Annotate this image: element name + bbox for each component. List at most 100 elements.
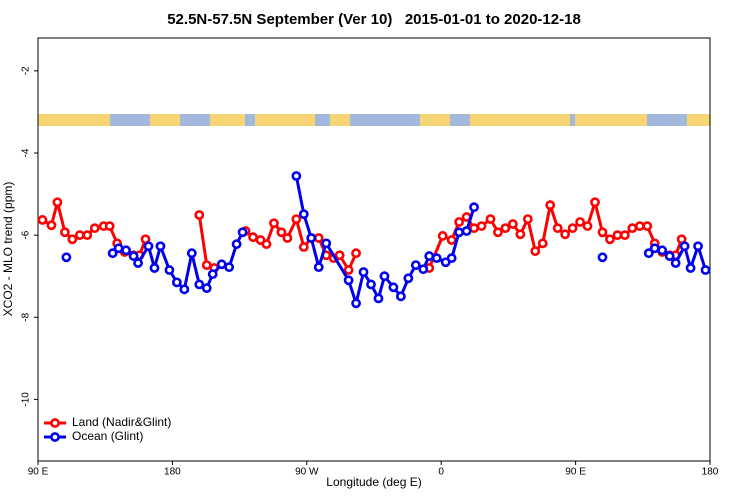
data-point bbox=[298, 242, 309, 252]
data-point bbox=[515, 229, 526, 240]
data-point bbox=[201, 283, 212, 294]
x-tick-label: 180 bbox=[164, 467, 181, 478]
data-point bbox=[133, 258, 143, 268]
data-point bbox=[334, 250, 345, 261]
data-point bbox=[643, 248, 654, 259]
data-point bbox=[424, 251, 435, 261]
data-point bbox=[567, 223, 578, 234]
data-point bbox=[700, 265, 711, 275]
x-tick-label: 90 E bbox=[28, 467, 49, 478]
data-point bbox=[207, 269, 218, 280]
data-point bbox=[121, 245, 132, 256]
data-point bbox=[410, 260, 421, 271]
data-point bbox=[446, 235, 457, 245]
data-point bbox=[89, 223, 100, 234]
legend-marker bbox=[50, 432, 60, 442]
data-point bbox=[149, 263, 160, 273]
x-tick-label: 90 W bbox=[295, 467, 319, 478]
data-point bbox=[545, 200, 556, 211]
data-point bbox=[597, 252, 608, 263]
data-point bbox=[351, 248, 361, 259]
data-point bbox=[107, 248, 118, 259]
y-tick-label: -8 bbox=[21, 312, 32, 321]
data-point bbox=[657, 245, 668, 256]
data-point bbox=[186, 248, 197, 259]
data-point bbox=[590, 197, 600, 208]
data-point bbox=[59, 227, 70, 238]
data-point bbox=[537, 238, 548, 249]
data-point bbox=[248, 232, 258, 243]
data-point bbox=[469, 202, 479, 213]
data-point bbox=[298, 209, 309, 220]
data-point bbox=[67, 234, 78, 245]
data-point bbox=[485, 214, 496, 225]
x-tick-label: 180 bbox=[702, 467, 719, 478]
data-point bbox=[418, 264, 429, 275]
plot-frame bbox=[37, 37, 711, 462]
data-point bbox=[649, 243, 660, 254]
data-point bbox=[343, 265, 354, 275]
data-point bbox=[642, 221, 653, 231]
chart-title: 52.5N-57.5N September (Ver 10) 2015-01-0… bbox=[167, 11, 581, 28]
data-point bbox=[52, 197, 63, 208]
data-point bbox=[37, 215, 48, 225]
data-point bbox=[461, 226, 472, 236]
data-point bbox=[261, 239, 272, 250]
data-point bbox=[454, 217, 465, 227]
data-point bbox=[627, 223, 638, 234]
data-point bbox=[619, 230, 630, 241]
data-point bbox=[582, 221, 593, 231]
data-point bbox=[403, 273, 414, 284]
data-point bbox=[597, 227, 608, 238]
data-point bbox=[379, 271, 390, 282]
data-point bbox=[291, 214, 302, 225]
data-point bbox=[61, 252, 72, 263]
data-point bbox=[664, 251, 675, 261]
data-point bbox=[313, 262, 324, 273]
data-point bbox=[358, 267, 369, 277]
data-point bbox=[82, 230, 93, 241]
data-point bbox=[164, 265, 175, 275]
data-point bbox=[313, 233, 324, 243]
data-point bbox=[373, 293, 384, 304]
data-point bbox=[179, 284, 190, 295]
data-point bbox=[605, 234, 615, 245]
data-point bbox=[171, 277, 182, 288]
x-axis-label: Longitude (deg E) bbox=[326, 475, 421, 489]
legend-marker bbox=[50, 418, 60, 428]
data-point bbox=[113, 243, 124, 254]
data-point bbox=[351, 298, 361, 309]
data-point bbox=[128, 251, 139, 261]
data-point bbox=[201, 260, 212, 271]
data-point bbox=[366, 279, 376, 290]
data-point bbox=[670, 258, 681, 268]
data-point bbox=[143, 241, 154, 252]
data-point bbox=[224, 262, 235, 273]
x-tick-label: 90 E bbox=[565, 467, 586, 478]
data-point bbox=[276, 227, 287, 238]
data-point bbox=[500, 223, 511, 234]
data-point bbox=[155, 241, 166, 252]
data-point bbox=[685, 263, 696, 273]
data-point bbox=[446, 253, 457, 264]
data-point bbox=[454, 227, 465, 238]
data-point bbox=[575, 217, 585, 227]
data-point bbox=[388, 282, 399, 293]
data-point bbox=[431, 253, 442, 264]
data-point bbox=[437, 231, 448, 241]
data-point bbox=[612, 230, 623, 241]
data-point bbox=[343, 275, 354, 286]
data-point bbox=[507, 219, 518, 229]
data-point bbox=[469, 223, 479, 234]
data-point bbox=[634, 221, 645, 231]
data-point bbox=[291, 171, 302, 181]
y-tick-label: -2 bbox=[21, 66, 32, 75]
data-point bbox=[46, 220, 57, 231]
data-point bbox=[693, 241, 703, 252]
legend-label: Land (Nadir&Glint) bbox=[72, 415, 171, 429]
legend-label: Ocean (Glint) bbox=[72, 429, 143, 443]
data-point bbox=[194, 279, 205, 290]
data-point bbox=[395, 291, 406, 302]
data-point bbox=[321, 238, 332, 249]
